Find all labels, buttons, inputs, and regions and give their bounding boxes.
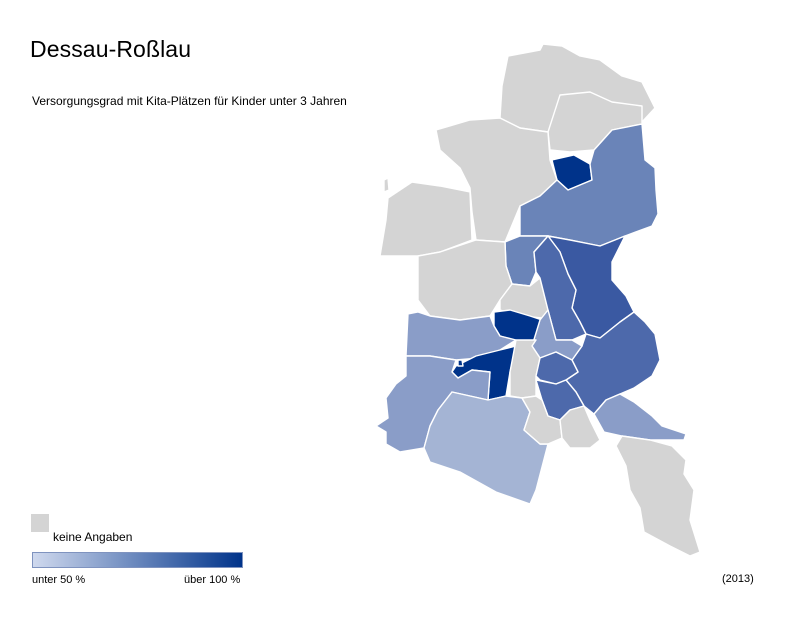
map-subtitle: Versorgungsgrad mit Kita-Plätzen für Kin… bbox=[32, 94, 347, 108]
map-title: Dessau-Roßlau bbox=[30, 36, 192, 62]
district-kleinkuehnau[interactable] bbox=[559, 405, 601, 449]
legend-max-label: über 100 % bbox=[184, 574, 241, 586]
legend-min-label: unter 50 % bbox=[32, 574, 86, 586]
legend-no-data-label: keine Angaben bbox=[53, 530, 133, 544]
district-mosigkau[interactable] bbox=[423, 391, 549, 505]
district-dark-tip[interactable] bbox=[457, 359, 464, 367]
district-ziebigk[interactable] bbox=[533, 235, 587, 341]
district-west-tip[interactable] bbox=[383, 177, 390, 193]
legend-no-data-swatch bbox=[31, 514, 49, 532]
legend-gradient-bar bbox=[32, 552, 243, 568]
district-innenstadt-sued[interactable] bbox=[509, 339, 541, 399]
district-sollnitz[interactable] bbox=[593, 393, 687, 441]
year-label: (2013) bbox=[722, 573, 754, 585]
district-rodleben-sued[interactable] bbox=[615, 435, 701, 557]
district-west-outer[interactable] bbox=[379, 181, 473, 257]
